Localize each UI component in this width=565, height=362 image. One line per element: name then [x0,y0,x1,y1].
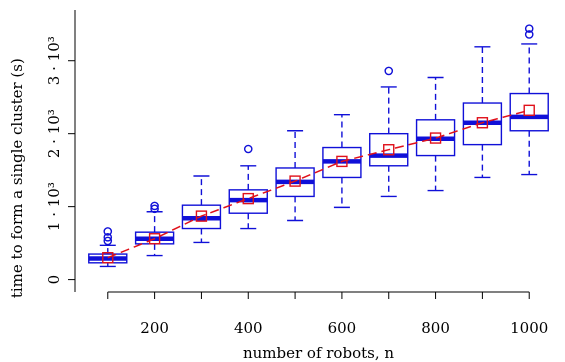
x-tick-label-200: 200 [140,319,169,337]
x-tick-label-600: 600 [328,319,357,337]
x-axis-title: number of robots, n [243,344,394,362]
mean-marker-600 [336,155,348,168]
box-200 [134,201,175,257]
mean-marker-500 [289,175,301,187]
box-1000 [509,24,549,176]
outlier-point-0 [243,144,253,154]
mean-marker-200 [148,233,161,245]
outlier-point-0 [103,236,113,246]
x-tick-label-800: 800 [421,319,450,337]
outlier-point-1 [524,24,534,33]
box-body [509,92,549,132]
y-tick-label-1000: 1 · 10³ [45,182,63,231]
plot-area [88,24,549,268]
x-tick-label-1000: 1000 [510,319,548,337]
axes: 200 400 600 800 1000 0 1 · 10³ 2 · 10³ 3 · 10³ [45,10,548,337]
outlier-point-1 [103,232,113,242]
outlier-point-2 [103,227,113,236]
y-tick-label-0: 0 [45,275,63,285]
x-tick-label-400: 400 [234,319,263,337]
box-100 [88,227,128,268]
box-300 [181,175,222,244]
mean-marker-100 [102,252,114,264]
outlier-point-0 [524,30,534,39]
box-400 [228,144,268,230]
box-body [369,132,409,167]
mean-marker-400 [242,192,254,205]
y-tick-label-2000: 2 · 10³ [45,109,63,158]
outlier-point-0 [384,66,394,76]
mean-trend-line [107,109,530,259]
mean-marker-300 [195,210,208,222]
outlier-point-1 [150,201,159,211]
box-700 [369,66,409,198]
box-900 [462,46,503,179]
outlier-point-0 [150,204,159,214]
mean-marker-700 [383,144,395,156]
y-axis-title: time to form a single cluster (s) [8,58,26,298]
box-800 [415,76,456,192]
mean-marker-900 [476,117,489,129]
mean-marker-1000 [523,104,535,117]
y-tick-label-3000: 3 · 10³ [45,36,63,85]
mean-marker-800 [429,132,442,144]
